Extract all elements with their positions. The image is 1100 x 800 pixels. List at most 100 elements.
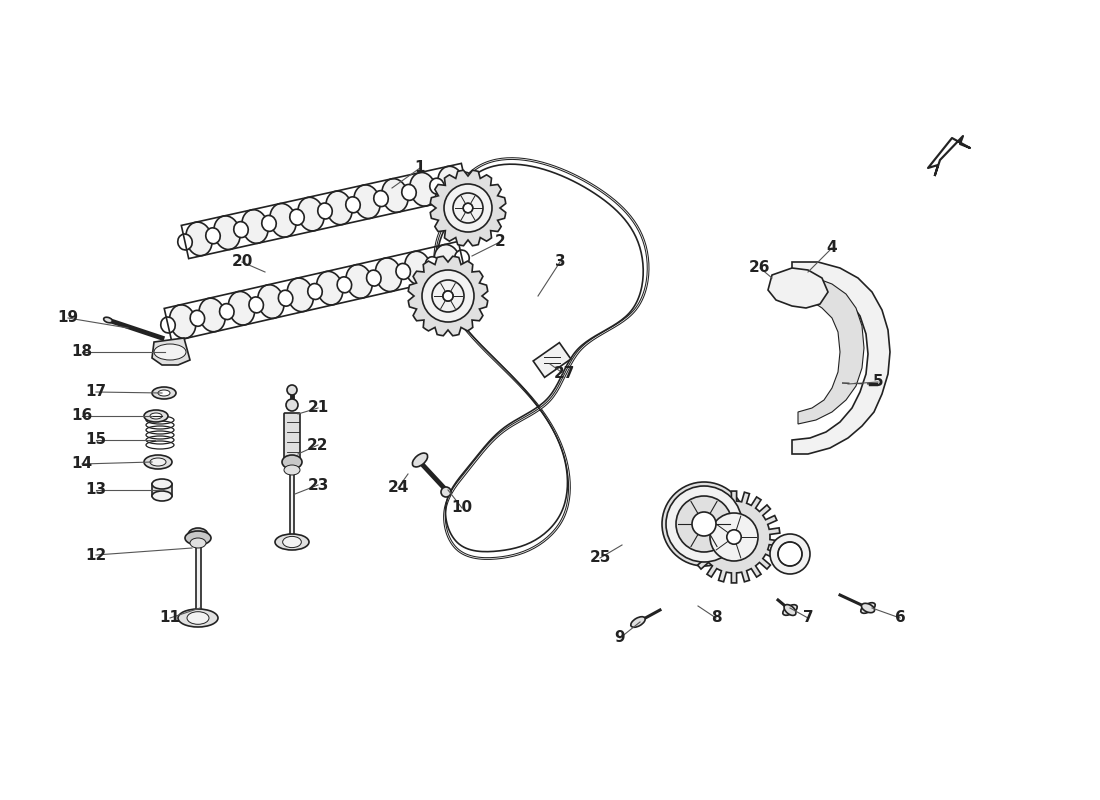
Text: 7: 7 — [803, 610, 813, 626]
Circle shape — [432, 280, 464, 312]
Ellipse shape — [317, 271, 343, 305]
Ellipse shape — [178, 609, 218, 627]
Ellipse shape — [161, 317, 175, 333]
Circle shape — [286, 399, 298, 411]
Polygon shape — [792, 262, 890, 454]
Polygon shape — [430, 170, 506, 246]
Ellipse shape — [287, 278, 314, 312]
Ellipse shape — [270, 203, 296, 237]
Text: 10: 10 — [451, 501, 473, 515]
Polygon shape — [689, 491, 780, 583]
Ellipse shape — [298, 198, 324, 231]
Ellipse shape — [190, 310, 205, 326]
Ellipse shape — [366, 270, 381, 286]
Text: 14: 14 — [72, 457, 92, 471]
Circle shape — [422, 270, 474, 322]
Text: 6: 6 — [894, 610, 905, 626]
Ellipse shape — [783, 605, 798, 615]
Text: 12: 12 — [86, 547, 107, 562]
Text: 20: 20 — [231, 254, 253, 270]
Ellipse shape — [187, 612, 209, 624]
Text: 27: 27 — [553, 366, 574, 382]
Ellipse shape — [784, 605, 796, 615]
Circle shape — [770, 534, 810, 574]
Ellipse shape — [861, 603, 875, 613]
Polygon shape — [152, 484, 172, 496]
Circle shape — [662, 482, 746, 566]
Text: 22: 22 — [307, 438, 329, 453]
Circle shape — [778, 542, 802, 566]
Ellipse shape — [229, 291, 255, 325]
Ellipse shape — [185, 531, 211, 545]
Ellipse shape — [354, 185, 381, 218]
Ellipse shape — [338, 277, 352, 293]
Text: 21: 21 — [307, 401, 329, 415]
Ellipse shape — [412, 453, 428, 467]
Ellipse shape — [434, 245, 461, 278]
Ellipse shape — [144, 455, 172, 469]
Ellipse shape — [242, 210, 268, 243]
Ellipse shape — [158, 390, 170, 396]
FancyBboxPatch shape — [284, 413, 300, 463]
Polygon shape — [196, 535, 200, 614]
Circle shape — [443, 291, 453, 301]
Text: 18: 18 — [72, 345, 92, 359]
Ellipse shape — [438, 166, 464, 200]
Circle shape — [676, 496, 732, 552]
Circle shape — [710, 513, 758, 561]
Ellipse shape — [374, 190, 388, 206]
Circle shape — [444, 184, 492, 232]
Ellipse shape — [206, 228, 220, 244]
Ellipse shape — [426, 257, 440, 273]
Ellipse shape — [154, 344, 186, 360]
Ellipse shape — [289, 210, 305, 225]
Ellipse shape — [345, 197, 360, 213]
Ellipse shape — [249, 297, 263, 313]
Ellipse shape — [169, 305, 196, 338]
Ellipse shape — [234, 222, 249, 238]
Ellipse shape — [199, 298, 226, 332]
Ellipse shape — [186, 222, 212, 256]
Ellipse shape — [283, 536, 301, 547]
Circle shape — [453, 193, 483, 223]
Ellipse shape — [190, 538, 206, 548]
Ellipse shape — [402, 185, 416, 200]
Ellipse shape — [178, 234, 192, 250]
Polygon shape — [798, 278, 864, 424]
Ellipse shape — [382, 178, 408, 212]
Text: 13: 13 — [86, 482, 107, 498]
Ellipse shape — [396, 263, 410, 279]
Text: 2: 2 — [495, 234, 505, 250]
Text: 1: 1 — [415, 161, 426, 175]
Circle shape — [287, 385, 297, 395]
Ellipse shape — [430, 178, 444, 194]
Ellipse shape — [308, 283, 322, 299]
Polygon shape — [290, 462, 294, 538]
Ellipse shape — [410, 173, 437, 206]
Ellipse shape — [278, 290, 293, 306]
Ellipse shape — [103, 318, 112, 322]
Circle shape — [727, 530, 741, 544]
Ellipse shape — [152, 387, 176, 399]
Ellipse shape — [144, 410, 168, 422]
Ellipse shape — [454, 250, 470, 266]
Polygon shape — [534, 342, 571, 378]
Text: 16: 16 — [72, 409, 92, 423]
Ellipse shape — [220, 304, 234, 319]
Polygon shape — [408, 256, 487, 336]
Text: 4: 4 — [827, 241, 837, 255]
Ellipse shape — [326, 191, 352, 225]
Ellipse shape — [458, 172, 472, 188]
Text: 3: 3 — [554, 254, 565, 270]
Text: 8: 8 — [711, 610, 722, 626]
Polygon shape — [928, 136, 970, 175]
Circle shape — [463, 203, 473, 213]
Ellipse shape — [152, 479, 172, 489]
Polygon shape — [768, 268, 828, 308]
Circle shape — [692, 512, 716, 536]
Ellipse shape — [630, 617, 646, 627]
Text: 19: 19 — [57, 310, 78, 326]
Ellipse shape — [284, 465, 300, 475]
Text: 25: 25 — [590, 550, 610, 566]
Text: 23: 23 — [307, 478, 329, 493]
